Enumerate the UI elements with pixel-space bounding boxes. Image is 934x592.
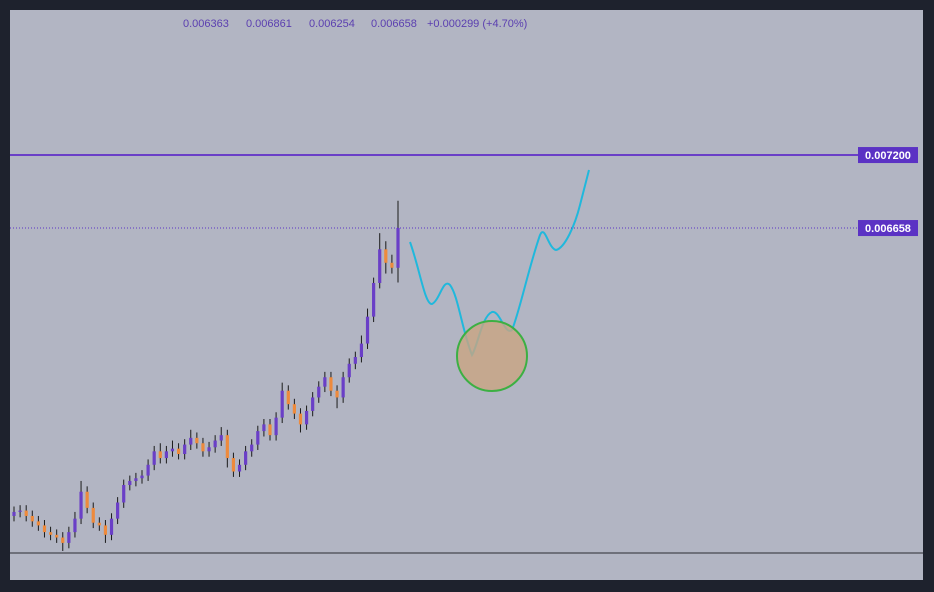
candle-body [323,377,327,387]
last-price-label: 0.006658 [865,223,911,235]
candle-body [231,458,236,472]
candle-body [268,424,272,436]
candle-body [30,515,34,522]
candle-body [97,522,101,526]
candle-body [195,437,199,444]
candle-body [262,424,266,432]
ohlc-high: 0.006861 [246,18,292,30]
candle-body [396,228,400,268]
candle-body [250,444,254,452]
candle-body [42,525,47,533]
candle-body [24,510,28,516]
candles [12,200,400,551]
ohlc-change: +0.000299 (+4.70%) [427,18,527,30]
candle-body [311,397,315,411]
candle-body [335,390,339,398]
candle-body [256,431,260,445]
candle-body [73,518,77,533]
candle-body [91,507,95,523]
candle-body [280,390,284,418]
candle-body [48,532,53,535]
candle-body [207,447,211,452]
candle-body [390,262,394,268]
candle-body [286,390,290,405]
pane [10,10,923,580]
candle-body [378,249,382,283]
candle-body [213,440,217,448]
candle-body [372,282,376,317]
candle-body [317,386,321,398]
candle-body [164,451,168,459]
ohlc-close: 0.006658 [371,18,417,30]
candle-body [183,444,187,455]
candle-body [347,363,351,378]
candle-body [365,316,370,344]
candle-body [158,451,162,459]
candle-body [237,464,242,472]
candle-body [140,475,144,479]
candle-body [18,510,22,512]
candle-body [55,534,59,538]
price-line-label: 0.007200 [865,150,911,162]
candle-body [103,525,108,535]
candle-body [79,491,83,519]
candle-body [176,448,181,455]
candle-body [304,410,309,425]
candle-body [134,478,138,481]
candle-body [85,491,89,508]
candle-body [201,443,205,452]
candle-body [341,377,345,398]
price-line-label-bg [858,147,918,164]
ohlc-low: 0.006254 [309,18,355,30]
candle-body [128,480,132,485]
drawn-path [409,169,590,358]
candle-body [67,532,71,543]
candle-body [12,511,16,516]
candle-body [36,521,40,526]
candle-body [274,417,278,436]
candle-body [359,343,364,358]
candle-body [189,437,193,445]
candle-body [61,537,65,543]
last-price-label-bg [858,220,918,237]
candle-body [152,451,156,465]
candle-body [116,502,120,519]
candle-body [219,435,223,441]
candle-body [292,404,296,414]
candle-body [109,518,114,535]
candle-body [122,484,126,503]
candle-body [298,413,303,425]
highlight-circle [456,320,528,392]
candle-body [353,357,357,364]
candle-body [146,464,150,476]
ohlc-open: 0.006363 [183,18,229,30]
candle-body [384,249,388,263]
candle-body [244,451,248,465]
candle-body [170,448,175,452]
candle-body [329,377,333,391]
candle-body [225,435,229,459]
